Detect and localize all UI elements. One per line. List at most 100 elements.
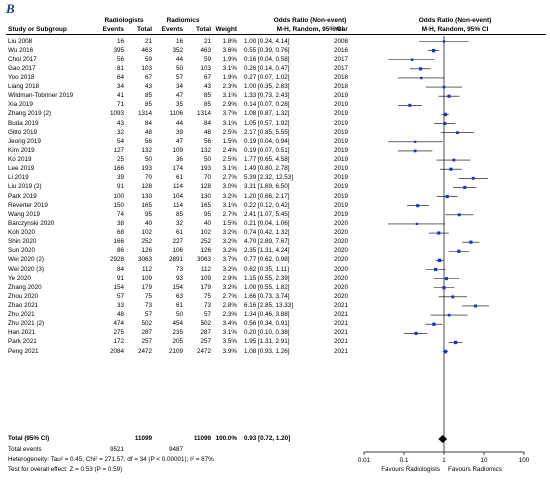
- events2-cell: 50: [175, 311, 183, 319]
- total1-cell: 130: [141, 192, 152, 200]
- events2-cell: 235: [172, 329, 183, 337]
- ci-cell: 1.49 [0.80, 2.78]: [244, 165, 290, 173]
- study-name: Yoo 2018: [8, 73, 35, 81]
- weight-cell: 3.2%: [222, 238, 237, 246]
- weight-cell: 3.9%: [222, 347, 237, 355]
- events2-cell: 106: [172, 247, 183, 255]
- ci-cell: 0.56 [0.34, 0.91]: [244, 320, 290, 328]
- events2-cell: 205: [172, 338, 183, 346]
- total1-cell: 50: [144, 156, 152, 164]
- study-name: Park 2019: [8, 192, 37, 200]
- weight-cell: 3.1%: [222, 165, 237, 173]
- total2-cell: 95: [203, 210, 211, 218]
- year-cell: 2019: [334, 156, 349, 164]
- ci-cell: 0.27 [0.07, 1.02]: [244, 73, 290, 81]
- total2-cell: 287: [200, 329, 211, 337]
- total-weight-cell: 100.0%: [215, 435, 237, 442]
- weight-cell: 3.0%: [222, 183, 237, 191]
- x-tick-label: 0.01: [358, 457, 371, 464]
- events2-cell: 61: [175, 174, 183, 182]
- events1-cell: 38: [116, 219, 124, 227]
- study-name: Kim 2019: [8, 146, 35, 154]
- total1-cell: 73: [144, 301, 152, 309]
- study-name: Park 2021: [8, 338, 37, 346]
- events2-cell: 73: [175, 265, 183, 273]
- year-cell: 2020: [334, 274, 349, 282]
- events1-cell: 275: [113, 329, 124, 337]
- study-name: Liu 2019 (2): [8, 183, 42, 191]
- events2-cell: 44: [175, 119, 183, 127]
- ci-cell: 1.77 [0.65, 4.58]: [244, 156, 290, 164]
- x-tick-label: 1: [442, 457, 446, 464]
- events2-cell: 114: [172, 201, 183, 209]
- study-name: Wei 2020 (3): [8, 265, 44, 273]
- pooled-diamond: [438, 435, 448, 443]
- ci-cell: 6.16 [2.85, 13.33]: [244, 301, 294, 309]
- total2-cell: 102: [200, 229, 211, 237]
- point-estimate-marker: [453, 340, 458, 345]
- events1-cell: 2928: [109, 256, 124, 264]
- events2-cell: 63: [175, 292, 183, 300]
- heterogeneity-text: Heterogeneity: Tau² = 0.45; Chi² = 271.5…: [8, 456, 214, 463]
- study-name: Koh 2020: [8, 229, 35, 237]
- events1-header: Events: [102, 26, 124, 33]
- year-cell: 2020: [334, 283, 349, 291]
- total1-cell: 59: [144, 55, 152, 63]
- total1-cell: 11099: [134, 435, 152, 442]
- point-estimate-marker: [444, 277, 448, 281]
- weight-cell: 2.4%: [222, 146, 237, 154]
- events2-cell: 44: [175, 55, 183, 63]
- study-name: Choi 2017: [8, 55, 37, 63]
- plot-header-method: M-H, Random, 95% CI: [421, 26, 489, 33]
- weight-cell: 3.4%: [222, 320, 237, 328]
- ci-cell: 0.14 [0.07, 0.28]: [244, 101, 290, 109]
- study-name: Shin 2020: [8, 238, 37, 246]
- point-estimate-marker: [456, 131, 459, 135]
- weight-cell: 2.8%: [222, 301, 237, 309]
- weight-cell: 2.3%: [222, 311, 237, 319]
- events1-cell: 41: [116, 92, 124, 100]
- total1-cell: 502: [141, 320, 152, 328]
- point-estimate-marker: [413, 149, 417, 153]
- x-tick-label: 0.1: [400, 457, 409, 464]
- year-cell: 2018: [334, 83, 349, 91]
- study-name: Wildman-Tobriner 2019: [8, 92, 74, 100]
- total1-cell: 179: [141, 283, 152, 291]
- study-name: Liang 2018: [8, 83, 40, 91]
- year-cell: 2019: [334, 119, 349, 127]
- events2-cell: 50: [175, 64, 183, 72]
- events1-cell: 84: [116, 265, 124, 273]
- total2-cell: 59: [203, 55, 211, 63]
- year-cell: 2017: [334, 55, 349, 63]
- study-name: Zhou 2020: [8, 292, 39, 300]
- point-estimate-marker: [437, 258, 442, 263]
- total-events1-cell: 9521: [109, 446, 124, 453]
- events1-cell: 1093: [109, 110, 124, 118]
- events1-cell: 33: [116, 301, 124, 309]
- group1-header: Radiologists: [104, 17, 144, 24]
- weight-cell: 3.6%: [222, 46, 237, 54]
- total1-cell: 85: [144, 92, 152, 100]
- total2-cell: 48: [203, 128, 211, 136]
- weight-cell: 1.5%: [222, 137, 237, 145]
- point-estimate-marker: [431, 48, 436, 53]
- weight-cell: 1.9%: [222, 73, 237, 81]
- events1-cell: 16: [116, 37, 124, 45]
- study-name: Zhu 2021 (2): [8, 320, 45, 328]
- total2-cell: 109: [200, 274, 211, 282]
- total1-cell: 128: [141, 183, 152, 191]
- total2-cell: 21: [203, 37, 211, 45]
- year-cell: 2017: [334, 64, 349, 72]
- study-name: Jeong 2019: [8, 137, 41, 145]
- total2-cell: 112: [200, 265, 211, 273]
- events1-cell: 91: [116, 183, 124, 191]
- point-estimate-marker: [442, 85, 446, 89]
- events1-cell: 54: [116, 137, 124, 145]
- total1-cell: 112: [141, 265, 152, 273]
- study-name: Zhang 2019 (2): [8, 110, 52, 118]
- effect-header-title: Odds Ratio (Non-event): [273, 17, 347, 24]
- total2-cell: 70: [203, 174, 211, 182]
- total2-cell: 50: [203, 156, 211, 164]
- point-estimate-marker: [408, 103, 412, 107]
